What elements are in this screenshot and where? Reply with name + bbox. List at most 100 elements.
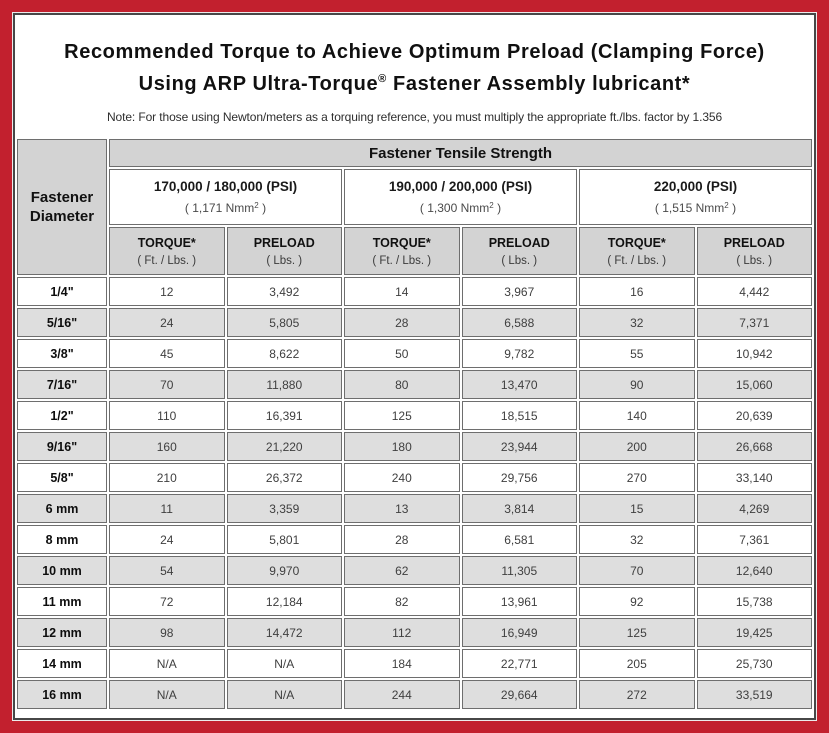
table-row: 8 mm 24 5,801 28 6,581 32 7,361 bbox=[17, 525, 812, 554]
nmm-label: ( 1,515 Nmm2 ) bbox=[654, 201, 737, 215]
title-line2-text: Using ARP Ultra-Torque bbox=[138, 73, 379, 95]
tensile-strength-header: Fastener Tensile Strength bbox=[109, 139, 812, 167]
torque-value-cell: 32 bbox=[579, 525, 695, 554]
table-row: 3/8" 45 8,622 50 9,782 55 10,942 bbox=[17, 339, 812, 368]
torque-value-cell: 50 bbox=[344, 339, 460, 368]
fastener-diameter-cell: 5/16" bbox=[17, 308, 107, 337]
torque-spec-table: Fastener Diameter Fastener Tensile Stren… bbox=[15, 137, 814, 711]
torque-value-cell: 90 bbox=[579, 370, 695, 399]
torque-value-cell: 62 bbox=[344, 556, 460, 585]
torque-value-cell: 15 bbox=[579, 494, 695, 523]
psi-label: 170,000 / 180,000 (PSI) bbox=[153, 179, 298, 194]
fastener-diameter-cell: 16 mm bbox=[17, 680, 107, 709]
fastener-diameter-cell: 3/8" bbox=[17, 339, 107, 368]
preload-value-cell: 15,738 bbox=[696, 587, 812, 616]
torque-value-cell: 80 bbox=[344, 370, 460, 399]
torque-value-cell: 184 bbox=[344, 649, 460, 678]
torque-value-cell: 200 bbox=[579, 432, 695, 461]
preload-value-cell: 6,588 bbox=[461, 308, 577, 337]
preload-value-cell: 21,220 bbox=[226, 432, 342, 461]
preload-column-header: PRELOAD ( Lbs. ) bbox=[461, 227, 577, 275]
table-row: 14 mm N/A N/A 184 22,771 205 25,730 bbox=[17, 649, 812, 678]
torque-value-cell: N/A bbox=[109, 680, 225, 709]
table-row: 11 mm 72 12,184 82 13,961 92 15,738 bbox=[17, 587, 812, 616]
table-row: 1/4" 12 3,492 14 3,967 16 4,442 bbox=[17, 277, 812, 306]
torque-value-cell: 28 bbox=[344, 525, 460, 554]
preload-value-cell: 4,269 bbox=[696, 494, 812, 523]
preload-value-cell: 12,184 bbox=[226, 587, 342, 616]
torque-value-cell: 98 bbox=[109, 618, 225, 647]
preload-value-cell: 29,756 bbox=[461, 463, 577, 492]
torque-column-header: TORQUE* ( Ft. / Lbs. ) bbox=[344, 227, 460, 275]
fastener-diameter-cell: 7/16" bbox=[17, 370, 107, 399]
preload-value-cell: 29,664 bbox=[461, 680, 577, 709]
preload-value-cell: 26,372 bbox=[226, 463, 342, 492]
table-row: 7/16" 70 11,880 80 13,470 90 15,060 bbox=[17, 370, 812, 399]
preload-value-cell: 10,942 bbox=[696, 339, 812, 368]
torque-column-header: TORQUE* ( Ft. / Lbs. ) bbox=[109, 227, 225, 275]
preload-value-cell: 9,970 bbox=[226, 556, 342, 585]
table-row: 10 mm 54 9,970 62 11,305 70 12,640 bbox=[17, 556, 812, 585]
fastener-diameter-cell: 1/4" bbox=[17, 277, 107, 306]
fastener-diameter-header: Fastener Diameter bbox=[17, 139, 107, 275]
preload-value-cell: 20,639 bbox=[696, 401, 812, 430]
psi-label: 220,000 (PSI) bbox=[653, 179, 738, 194]
page-title-line1: Recommended Torque to Achieve Optimum Pr… bbox=[64, 41, 765, 63]
preload-value-cell: 22,771 bbox=[461, 649, 577, 678]
torque-value-cell: 16 bbox=[579, 277, 695, 306]
torque-table-body: 1/4" 12 3,492 14 3,967 16 4,442 5/16" 24 5,805 28 6… bbox=[17, 277, 812, 709]
fastener-diameter-cell: 1/2" bbox=[17, 401, 107, 430]
preload-value-cell: 3,814 bbox=[461, 494, 577, 523]
torque-value-cell: 244 bbox=[344, 680, 460, 709]
torque-value-cell: 110 bbox=[109, 401, 225, 430]
torque-value-cell: 12 bbox=[109, 277, 225, 306]
torque-value-cell: 55 bbox=[579, 339, 695, 368]
torque-value-cell: 272 bbox=[579, 680, 695, 709]
registered-trademark-symbol: ® bbox=[378, 73, 387, 85]
fastener-diameter-cell: 9/16" bbox=[17, 432, 107, 461]
preload-value-cell: 15,060 bbox=[696, 370, 812, 399]
nmm-label: ( 1,171 Nmm2 ) bbox=[184, 201, 267, 215]
table-row: 1/2" 110 16,391 125 18,515 140 20,639 bbox=[17, 401, 812, 430]
preload-value-cell: 25,730 bbox=[696, 649, 812, 678]
preload-value-cell: 13,470 bbox=[461, 370, 577, 399]
torque-value-cell: 205 bbox=[579, 649, 695, 678]
torque-value-cell: 70 bbox=[109, 370, 225, 399]
preload-value-cell: 3,492 bbox=[226, 277, 342, 306]
torque-value-cell: 125 bbox=[344, 401, 460, 430]
preload-column-header: PRELOAD ( Lbs. ) bbox=[226, 227, 342, 275]
torque-value-cell: 140 bbox=[579, 401, 695, 430]
fastener-diameter-cell: 5/8" bbox=[17, 463, 107, 492]
preload-value-cell: 13,961 bbox=[461, 587, 577, 616]
torque-value-cell: 24 bbox=[109, 525, 225, 554]
table-row: 12 mm 98 14,472 112 16,949 125 19,425 bbox=[17, 618, 812, 647]
torque-value-cell: 45 bbox=[109, 339, 225, 368]
preload-value-cell: 16,391 bbox=[226, 401, 342, 430]
fastener-diameter-header-line1: Fastener bbox=[30, 189, 94, 206]
fastener-diameter-cell: 10 mm bbox=[17, 556, 107, 585]
torque-value-cell: 180 bbox=[344, 432, 460, 461]
header-row-sub: TORQUE* ( Ft. / Lbs. ) PRELOAD ( Lbs. ) … bbox=[17, 227, 812, 275]
preload-value-cell: 7,361 bbox=[696, 525, 812, 554]
preload-value-cell: 5,805 bbox=[226, 308, 342, 337]
header-row-groups: 170,000 / 180,000 (PSI) ( 1,171 Nmm2 ) 1… bbox=[17, 169, 812, 225]
psi-label: 190,000 / 200,000 (PSI) bbox=[388, 179, 533, 194]
preload-value-cell: 11,305 bbox=[461, 556, 577, 585]
torque-value-cell: 32 bbox=[579, 308, 695, 337]
fastener-diameter-cell: 14 mm bbox=[17, 649, 107, 678]
table-row: 6 mm 11 3,359 13 3,814 15 4,269 bbox=[17, 494, 812, 523]
group-header-190-200-psi: 190,000 / 200,000 (PSI) ( 1,300 Nmm2 ) bbox=[344, 169, 577, 225]
title-block: Recommended Torque to Achieve Optimum Pr… bbox=[15, 15, 814, 124]
page-title-line2: Using ARP Ultra-Torque® Fastener Assembl… bbox=[15, 66, 814, 98]
preload-value-cell: 33,519 bbox=[696, 680, 812, 709]
preload-value-cell: 18,515 bbox=[461, 401, 577, 430]
torque-value-cell: 210 bbox=[109, 463, 225, 492]
table-row: 5/8" 210 26,372 240 29,756 270 33,140 bbox=[17, 463, 812, 492]
content-panel: Recommended Torque to Achieve Optimum Pr… bbox=[13, 13, 816, 720]
fastener-diameter-cell: 12 mm bbox=[17, 618, 107, 647]
torque-value-cell: 125 bbox=[579, 618, 695, 647]
torque-value-cell: 72 bbox=[109, 587, 225, 616]
preload-value-cell: 4,442 bbox=[696, 277, 812, 306]
torque-column-header: TORQUE* ( Ft. / Lbs. ) bbox=[579, 227, 695, 275]
